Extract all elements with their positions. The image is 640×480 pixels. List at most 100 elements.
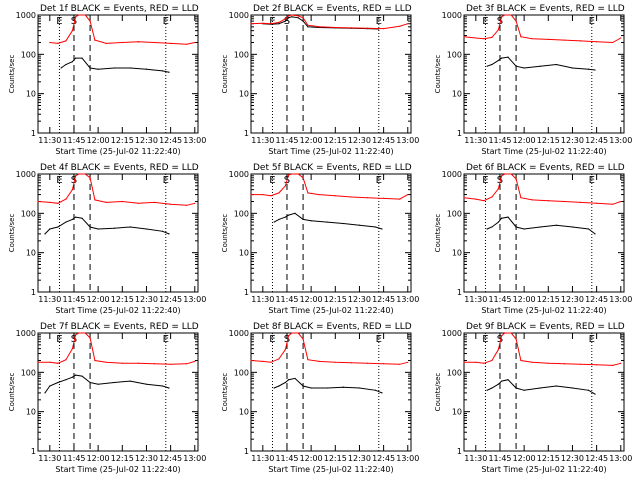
- events-data-point: [81, 57, 83, 59]
- y-tick-label: 1: [457, 129, 462, 138]
- lld-data-point: [307, 24, 309, 26]
- events-data-point: [358, 387, 361, 389]
- events-data-point: [81, 375, 83, 377]
- end-marker-label: E: [376, 16, 382, 27]
- start-marker-label: S: [497, 334, 503, 345]
- events-data-point: [500, 380, 503, 382]
- lld-data-point: [284, 185, 286, 187]
- events-data-point: [278, 218, 280, 221]
- events-data-point: [555, 385, 557, 387]
- y-tick-label: 100: [447, 50, 462, 59]
- events-data-point: [129, 380, 131, 382]
- x-tick-label: 12:45: [159, 136, 182, 145]
- events-data-point: [555, 224, 557, 226]
- x-tick-label: 12:00: [513, 454, 536, 463]
- lld-data-point: [475, 198, 477, 200]
- start-marker-label: S: [71, 16, 77, 27]
- lld-data-point: [483, 362, 485, 364]
- y-tick-label: 10: [239, 408, 249, 417]
- events-data-point: [326, 387, 328, 389]
- events-data-point: [297, 17, 299, 19]
- lld-data-point: [291, 173, 293, 175]
- events-data-point: [523, 228, 525, 230]
- y-tick-label: 1: [244, 447, 249, 456]
- x-tick-label: 12:15: [537, 454, 560, 463]
- events-data-point: [307, 26, 309, 28]
- lld-data-point: [510, 14, 512, 16]
- lld-data-point: [579, 363, 582, 365]
- lld-data-point: [78, 14, 80, 16]
- lld-data-point: [383, 363, 385, 365]
- events-data-point: [49, 385, 51, 387]
- x-tick-label: 12:30: [135, 136, 158, 145]
- events-data-point: [71, 376, 73, 378]
- lld-data-point: [186, 43, 188, 45]
- lld-data-point: [520, 36, 522, 38]
- events-data-point: [113, 227, 115, 229]
- events-data-point: [284, 381, 286, 384]
- events-data-point: [374, 389, 377, 391]
- lld-data-point: [504, 332, 506, 334]
- panel: Det 8f BLACK = Events, RED = LLD 1 10 100 10…: [221, 322, 419, 474]
- lld-data-point: [250, 359, 252, 362]
- plot-frame: [463, 14, 625, 134]
- lld-data-point: [78, 332, 80, 334]
- x-tick-label: 12:00: [87, 295, 110, 304]
- events-data-point: [113, 381, 115, 384]
- x-tick-label: 12:00: [513, 136, 536, 145]
- x-axis-label: Start Time (25-Jul-02 11:22:40): [481, 306, 606, 315]
- lld-data-point: [620, 362, 622, 364]
- x-tick-label: 11:45: [62, 136, 85, 145]
- lld-data-point: [483, 200, 485, 202]
- events-data-point: [497, 59, 499, 62]
- y-tick-label: 1000: [442, 11, 462, 20]
- events-data-point: [507, 216, 509, 218]
- x-tick-label: 12:30: [348, 454, 371, 463]
- events-data-point: [294, 377, 296, 380]
- lld-data-point: [74, 16, 77, 18]
- y-tick-label: 100: [21, 50, 36, 59]
- lld-data-point: [270, 361, 272, 363]
- lld-data-point: [89, 337, 91, 339]
- y-tick-label: 10: [26, 408, 36, 417]
- lld-data-point: [170, 42, 172, 44]
- lld-data-point: [71, 30, 73, 32]
- y-axis-label: Counts/sec: [8, 55, 16, 94]
- y-tick-label: 1: [244, 288, 249, 297]
- lld-data-point: [334, 26, 336, 29]
- x-tick-label: 12:15: [111, 295, 134, 304]
- plot-frame: [250, 332, 412, 452]
- x-tick-label: 12:15: [537, 295, 560, 304]
- plot-frame: [37, 173, 199, 293]
- lld-data-point: [137, 41, 140, 43]
- lld-data-point: [94, 359, 96, 362]
- lld-data-point: [153, 41, 156, 44]
- y-tick-label: 1000: [16, 11, 36, 20]
- events-data-point: [539, 65, 541, 67]
- lld-data-point: [84, 173, 86, 175]
- y-tick-label: 1000: [229, 11, 249, 20]
- lld-data-point: [500, 16, 503, 18]
- lld-data-point: [262, 193, 264, 196]
- x-tick-label: 12:30: [561, 136, 584, 145]
- events-data-point: [57, 381, 59, 384]
- x-tick-label: 11:30: [464, 295, 487, 304]
- x-tick-label: 12:45: [372, 295, 395, 304]
- events-data-point: [342, 386, 344, 388]
- x-tick-label: 11:30: [38, 454, 61, 463]
- lld-data-point: [596, 202, 598, 204]
- lld-data-point: [121, 200, 123, 203]
- lld-data-point: [350, 196, 353, 198]
- lld-data-point: [49, 361, 51, 363]
- y-tick-label: 100: [234, 50, 249, 59]
- x-tick-label: 11:30: [464, 136, 487, 145]
- end-marker-label: E: [589, 334, 595, 345]
- events-data-point: [381, 228, 383, 230]
- events-data-point: [273, 221, 275, 223]
- y-tick-label: 1: [457, 447, 462, 456]
- y-tick-label: 1000: [229, 329, 249, 338]
- events-data-point: [60, 67, 62, 69]
- end-marker-label: E: [163, 16, 169, 27]
- x-tick-label: 12:30: [561, 454, 584, 463]
- panel: Det 1f BLACK = Events, RED = LLD 1 10 100 10…: [8, 4, 206, 156]
